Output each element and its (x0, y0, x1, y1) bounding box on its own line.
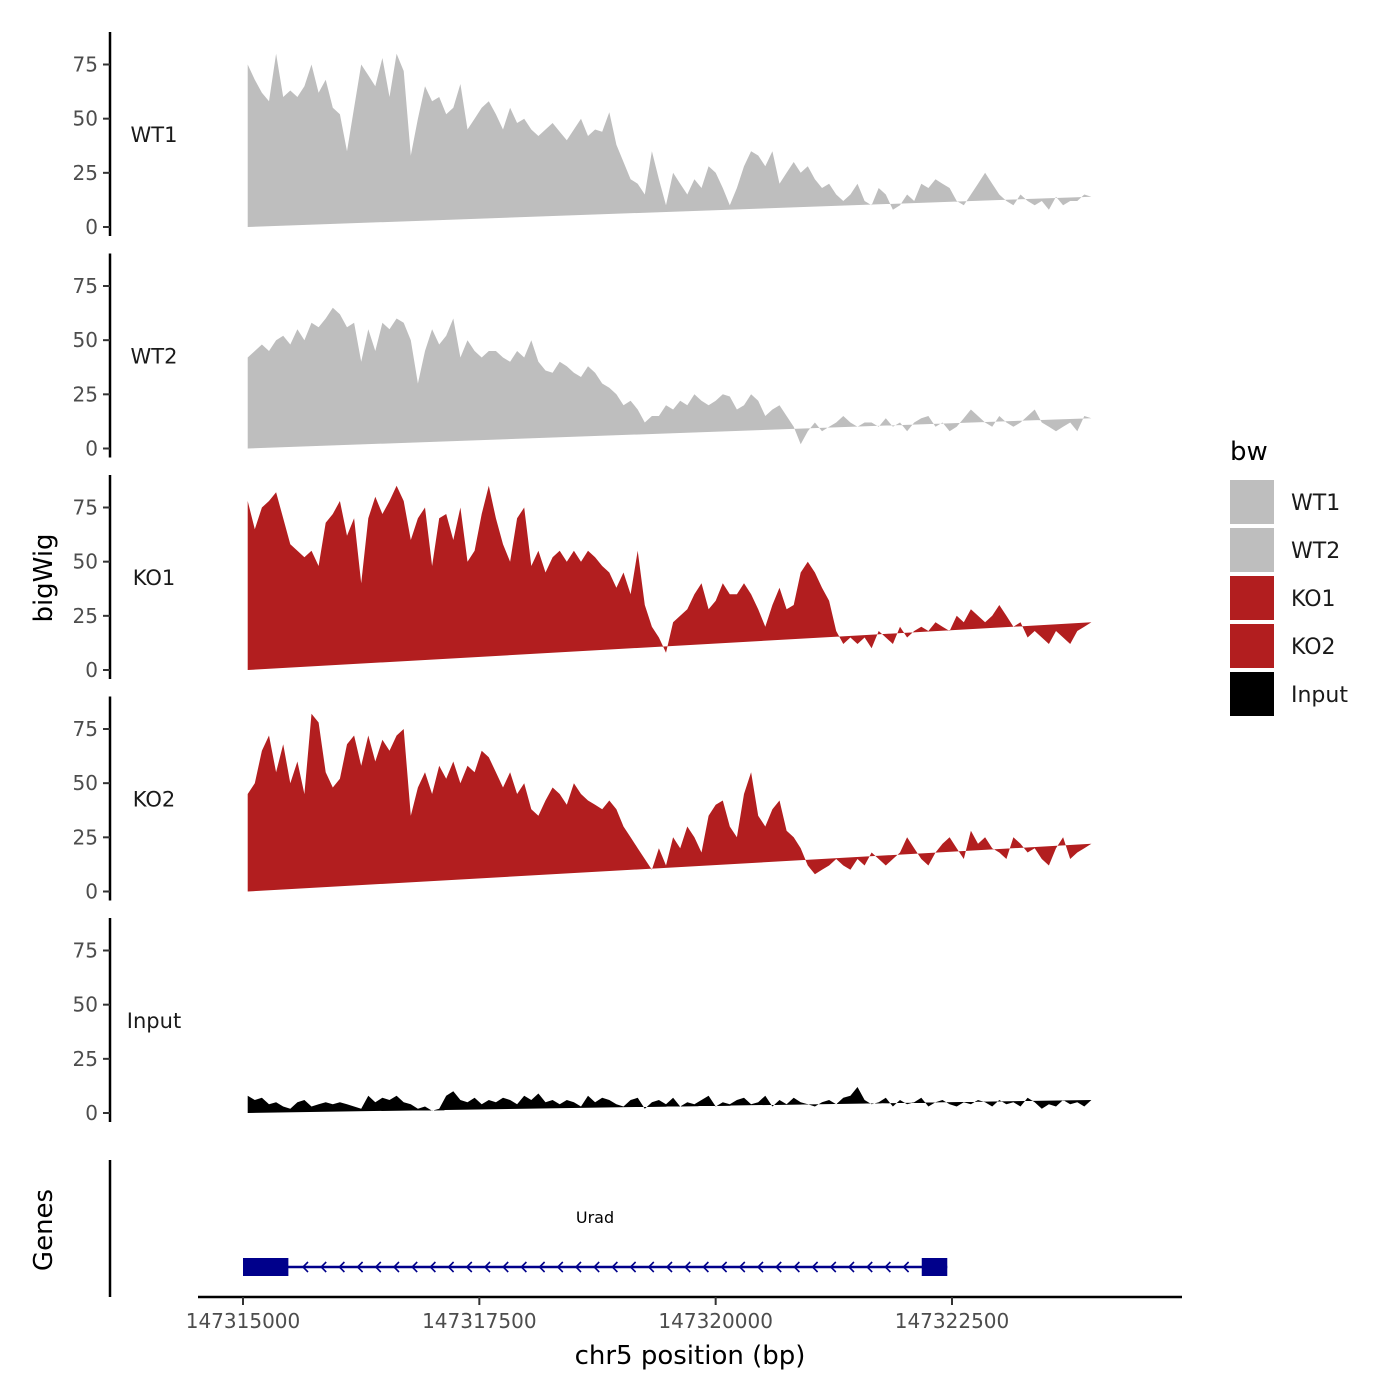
y-tick-label: 50 (73, 107, 98, 131)
strand-arrow-icon (866, 1261, 873, 1273)
strand-arrow-icon (411, 1261, 418, 1273)
strand-arrow-icon (902, 1261, 910, 1273)
bigwig-tracks: 0 25 50 75 WT1 0 25 50 75 WT2 0 25 50 75 KO1 0 25 50 75 KO2… (73, 32, 1092, 1125)
strand-arrow-icon (793, 1261, 800, 1273)
strand-arrow-icon (811, 1261, 819, 1273)
x-tick-label: 147320000 (658, 1309, 773, 1333)
y-tick-label: 25 (73, 382, 98, 406)
y-tick-label: 25 (73, 604, 98, 628)
legend-title: bw (1230, 437, 1268, 467)
gene-exon (921, 1258, 948, 1276)
x-tick-label: 147322500 (895, 1309, 1010, 1333)
strand-arrow-icon (775, 1261, 782, 1273)
gene-exon (243, 1258, 289, 1276)
strand-arrow-icon (338, 1261, 345, 1273)
strand-arrow-icon (574, 1261, 582, 1273)
strand-arrow-icon (611, 1261, 618, 1273)
y-tick-label: 75 (73, 939, 98, 963)
track-label: KO2 (133, 788, 176, 812)
strand-arrow-icon (392, 1261, 400, 1273)
legend-label-wt2: WT2 (1291, 539, 1340, 564)
gene-urad: Urad (243, 1208, 948, 1276)
y-tick-label: 0 (85, 880, 98, 904)
track-ko1: 0 25 50 75 KO1 (73, 475, 1092, 682)
track-input: 0 25 50 75 Input (73, 918, 1092, 1125)
track-label: Input (127, 1009, 181, 1033)
y-tick-label: 25 (73, 161, 98, 185)
strand-arrow-icon (884, 1261, 891, 1273)
x-tick-label: 147317500 (422, 1309, 537, 1333)
y-axis-title: bigWig (29, 533, 59, 622)
legend-label-input: Input (1291, 683, 1348, 708)
y-tick-label: 0 (85, 215, 98, 239)
strand-arrow-icon (538, 1261, 546, 1273)
y-tick-label: 75 (73, 717, 98, 741)
coverage-area-ko2 (247, 713, 1092, 892)
strand-arrow-icon (465, 1261, 473, 1273)
strand-arrow-icon (720, 1261, 728, 1273)
strand-arrow-icon (447, 1261, 455, 1273)
y-tick-label: 50 (73, 550, 98, 574)
strand-arrow-icon (429, 1261, 436, 1273)
strand-arrow-icon (483, 1261, 491, 1273)
strand-arrow-icon (374, 1261, 382, 1273)
x-axis-title: chr5 position (bp) (575, 1341, 806, 1371)
y-tick-label: 0 (85, 437, 98, 461)
x-axis: 147315000 147317500 147320000 147322500 (186, 1295, 1182, 1333)
gene-name-label: Urad (576, 1208, 614, 1227)
y-tick-label: 0 (85, 658, 98, 682)
strand-arrow-icon (665, 1261, 673, 1273)
strand-arrow-icon (756, 1261, 764, 1273)
legend-key-ko1 (1230, 576, 1274, 620)
coverage-area-input (247, 1087, 1092, 1113)
y-tick-label: 25 (73, 1047, 98, 1071)
y-tick-label: 25 (73, 825, 98, 849)
coverage-area-wt1 (247, 53, 1092, 228)
track-label: WT2 (131, 345, 178, 369)
strand-arrow-icon (829, 1261, 837, 1273)
y-tick-label: 75 (73, 53, 98, 77)
track-wt2: 0 25 50 75 WT2 (73, 253, 1092, 461)
strand-arrow-icon (301, 1261, 309, 1273)
x-tick-label: 147315000 (186, 1309, 301, 1333)
legend-key-ko2 (1230, 624, 1274, 668)
track-ko2: 0 25 50 75 KO2 (73, 696, 1092, 904)
strand-arrow-icon (520, 1261, 527, 1273)
track-wt1: 0 25 50 75 WT1 (73, 32, 1092, 239)
legend-key-wt2 (1230, 528, 1274, 572)
legend-key-input (1230, 672, 1274, 716)
y-tick-label: 50 (73, 771, 98, 795)
gene-panel-title: Genes (29, 1189, 59, 1271)
strand-arrow-icon (502, 1261, 509, 1273)
legend-key-wt1 (1230, 480, 1274, 524)
strand-arrow-icon (738, 1261, 746, 1273)
legend-label-wt1: WT1 (1291, 491, 1340, 516)
y-tick-label: 50 (73, 993, 98, 1017)
strand-arrow-icon (684, 1261, 691, 1273)
strand-arrow-icon (629, 1261, 637, 1273)
strand-arrow-icon (593, 1261, 600, 1273)
legend: bw WT1 WT2 KO1 KO2 Input (1230, 437, 1348, 716)
legend-label-ko2: KO2 (1291, 635, 1336, 660)
coverage-area-wt2 (247, 307, 1092, 449)
strand-arrow-icon (320, 1261, 327, 1273)
strand-arrow-icon (647, 1261, 655, 1273)
y-tick-label: 0 (85, 1101, 98, 1125)
strand-arrow-icon (556, 1261, 564, 1273)
legend-label-ko1: KO1 (1291, 587, 1336, 612)
coverage-area-ko1 (247, 485, 1092, 670)
y-tick-label: 75 (73, 496, 98, 520)
track-label: WT1 (131, 123, 178, 147)
y-tick-label: 75 (73, 274, 98, 298)
gene-panel: Urad (108, 1160, 948, 1297)
strand-arrow-icon (702, 1261, 709, 1273)
strand-arrow-icon (356, 1261, 364, 1273)
track-label: KO1 (133, 566, 176, 590)
strand-arrow-icon (847, 1261, 855, 1273)
y-tick-label: 50 (73, 328, 98, 352)
